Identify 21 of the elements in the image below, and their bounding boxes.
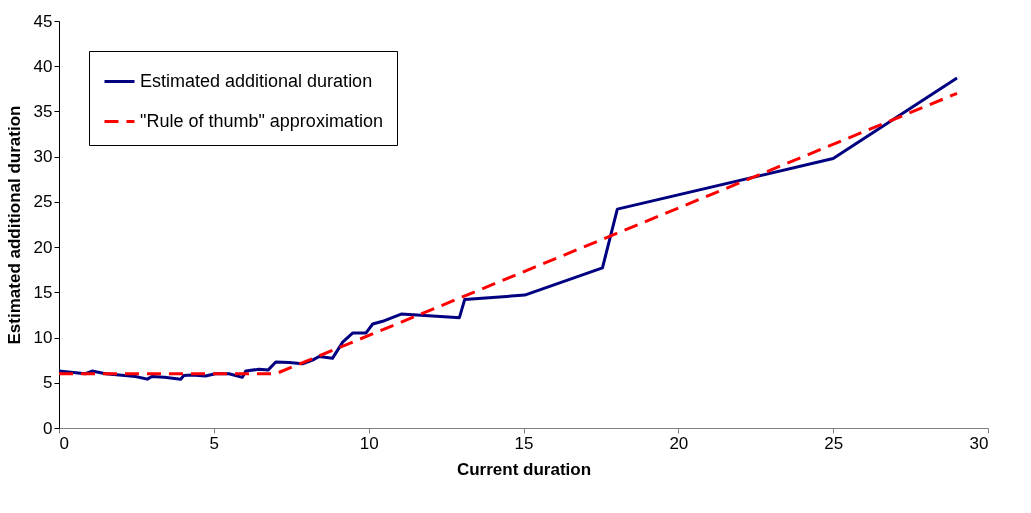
x-tick-label: 30	[969, 433, 989, 453]
y-tick-label: 0	[43, 418, 53, 438]
x-tick-label: 15	[514, 433, 534, 453]
y-tick-label: 30	[33, 147, 53, 167]
y-tick-label: 25	[33, 192, 53, 212]
x-tick-label: 25	[824, 433, 844, 453]
x-tick-label: 20	[669, 433, 689, 453]
y-tick-label: 45	[33, 11, 53, 31]
y-tick-label: 40	[33, 56, 53, 76]
x-tick-label: 10	[359, 433, 379, 453]
x-axis-title: Current duration	[456, 459, 592, 479]
y-tick-label: 15	[33, 282, 53, 302]
y-tick-label: 20	[33, 237, 53, 257]
y-axis-title: Estimated additional duration	[4, 105, 24, 345]
legend-label: Estimated additional duration	[140, 70, 373, 91]
y-tick-label: 35	[33, 101, 53, 121]
legend-label: "Rule of thumb" approximation	[140, 110, 383, 131]
x-tick-label: 0	[59, 433, 69, 453]
y-tick-label: 10	[33, 328, 53, 348]
y-tick-label: 5	[43, 373, 53, 393]
x-tick-label: 5	[209, 433, 220, 453]
